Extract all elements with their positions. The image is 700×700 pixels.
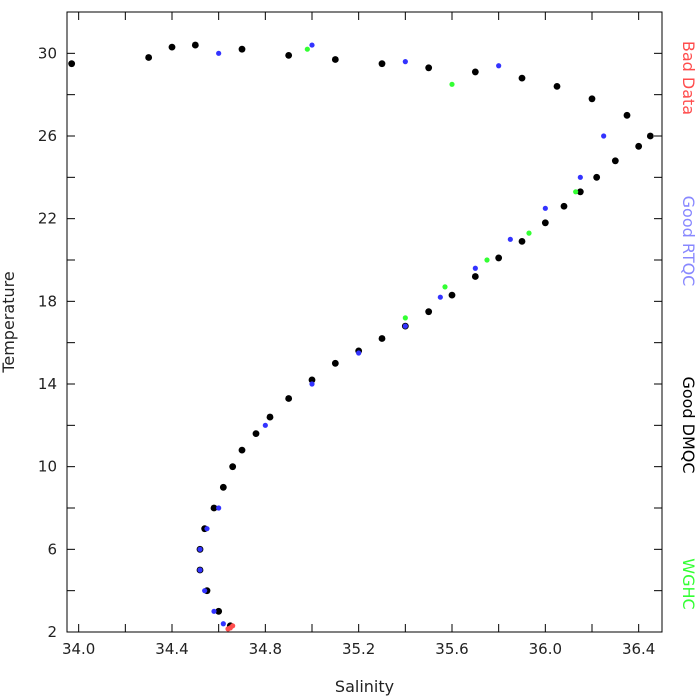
data-point <box>484 257 490 263</box>
data-point <box>202 588 208 594</box>
data-point <box>518 74 526 82</box>
series-good-dmqc <box>68 41 654 630</box>
data-point <box>197 546 203 552</box>
y-tick-label: 2 <box>47 623 57 641</box>
data-point <box>495 254 503 262</box>
data-point <box>425 64 433 72</box>
data-point <box>219 483 227 491</box>
data-point <box>611 157 619 165</box>
data-point <box>308 376 316 384</box>
data-point <box>262 422 268 428</box>
data-point <box>442 284 448 290</box>
data-point <box>425 308 433 316</box>
data-point <box>573 189 579 195</box>
data-point <box>646 132 654 140</box>
data-point <box>542 205 548 211</box>
data-point <box>356 350 362 356</box>
data-point <box>402 315 408 321</box>
legend-label-good-dmqc: Good DMQC <box>679 376 698 473</box>
data-point <box>331 56 339 63</box>
data-point <box>229 463 237 471</box>
data-point <box>216 505 222 511</box>
data-point <box>252 430 260 437</box>
data-point <box>230 623 236 629</box>
data-point <box>304 46 310 52</box>
data-point <box>378 60 386 68</box>
data-point <box>225 626 231 632</box>
y-axis-title: Temperature <box>0 271 18 373</box>
y-tick-label: 14 <box>38 375 57 393</box>
data-point <box>238 45 246 53</box>
data-point <box>216 50 222 56</box>
x-ticks-layer: 34.0 34.4 34.8 35.2 35.6 36.0 36.4 <box>62 12 655 658</box>
data-point <box>68 60 76 68</box>
data-point <box>285 395 293 402</box>
y-tick-label: 26 <box>38 127 57 145</box>
data-point <box>518 238 526 245</box>
data-point <box>593 173 601 181</box>
data-point <box>220 621 226 627</box>
data-point <box>449 81 455 87</box>
data-point <box>266 413 274 421</box>
data-point <box>623 111 631 119</box>
data-point <box>309 381 315 387</box>
points-layer <box>68 41 654 632</box>
data-point <box>437 294 443 300</box>
data-point <box>577 174 583 180</box>
x-tick-label: 36.4 <box>622 640 655 658</box>
data-point <box>588 95 596 103</box>
x-tick-label: 34.0 <box>62 640 95 658</box>
data-point <box>238 446 246 454</box>
data-point <box>191 41 199 49</box>
data-point <box>285 52 293 59</box>
y-tick-label: 22 <box>38 210 57 228</box>
legend-label-wghc: WGHC <box>679 558 698 609</box>
data-point <box>197 567 203 573</box>
data-point <box>553 83 561 90</box>
data-point <box>448 291 456 299</box>
data-point <box>541 219 549 227</box>
data-point <box>601 133 607 139</box>
data-point <box>507 236 513 242</box>
data-point <box>526 230 532 236</box>
data-point <box>215 607 223 615</box>
series-good-rtqc <box>197 42 607 627</box>
data-point <box>168 43 176 51</box>
plot-frame <box>66 11 663 633</box>
data-point <box>145 54 153 61</box>
data-point <box>635 142 643 150</box>
x-tick-label: 35.6 <box>435 640 468 658</box>
series-bad-data <box>225 623 236 632</box>
data-point <box>472 265 478 271</box>
data-point <box>471 273 479 280</box>
y-tick-label: 10 <box>38 458 57 476</box>
x-tick-label: 34.8 <box>249 640 282 658</box>
legend: Bad Data Good RTQC Good DMQC WGHC <box>679 41 698 610</box>
data-point <box>211 608 217 614</box>
x-axis-title: Salinity <box>335 677 394 696</box>
x-tick-label: 34.4 <box>155 640 188 658</box>
data-point <box>309 42 315 48</box>
legend-label-good-rtqc: Good RTQC <box>679 196 698 287</box>
y-tick-label: 18 <box>38 292 57 310</box>
data-point <box>496 63 502 69</box>
data-point <box>210 504 218 512</box>
data-point <box>331 359 339 367</box>
data-point <box>576 188 584 196</box>
x-tick-label: 35.2 <box>342 640 375 658</box>
series-wghc <box>304 46 579 321</box>
x-tick-label: 36.0 <box>529 640 562 658</box>
y-tick-label: 30 <box>38 44 57 62</box>
data-point <box>402 59 408 65</box>
data-point <box>204 526 210 532</box>
data-point <box>471 68 479 76</box>
y-tick-label: 6 <box>47 540 57 558</box>
legend-label-bad-data: Bad Data <box>679 41 698 115</box>
data-point <box>402 323 408 329</box>
data-point <box>560 202 568 210</box>
plot-area: 34.0 34.4 34.8 35.2 35.6 36.0 36.4 26101418222… <box>38 11 663 658</box>
data-point <box>378 335 386 342</box>
